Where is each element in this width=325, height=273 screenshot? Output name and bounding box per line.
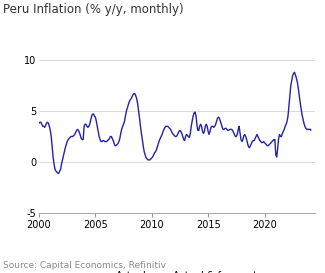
- Actual: [191, 114, 195, 118]
- Actual: [37, 121, 41, 125]
- Actual & forecast: [308, 128, 312, 131]
- Line: Actual: Actual: [39, 72, 307, 173]
- Actual: [72, 134, 76, 137]
- Actual & forecast: [309, 128, 313, 131]
- Actual & forecast: [309, 131, 313, 134]
- Legend: Actual, Actual & forecast: Actual, Actual & forecast: [94, 267, 261, 273]
- Actual: [74, 131, 78, 134]
- Line: Actual & forecast: Actual & forecast: [307, 129, 311, 132]
- Actual & forecast: [305, 128, 309, 131]
- Actual: [292, 71, 296, 74]
- Text: Source: Capital Economics, Refinitiv: Source: Capital Economics, Refinitiv: [3, 261, 166, 270]
- Actual: [76, 129, 80, 132]
- Text: Peru Inflation (% y/y, monthly): Peru Inflation (% y/y, monthly): [3, 3, 184, 16]
- Actual: [275, 155, 279, 159]
- Actual: [236, 128, 240, 131]
- Actual: [56, 171, 60, 175]
- Actual: [305, 128, 309, 131]
